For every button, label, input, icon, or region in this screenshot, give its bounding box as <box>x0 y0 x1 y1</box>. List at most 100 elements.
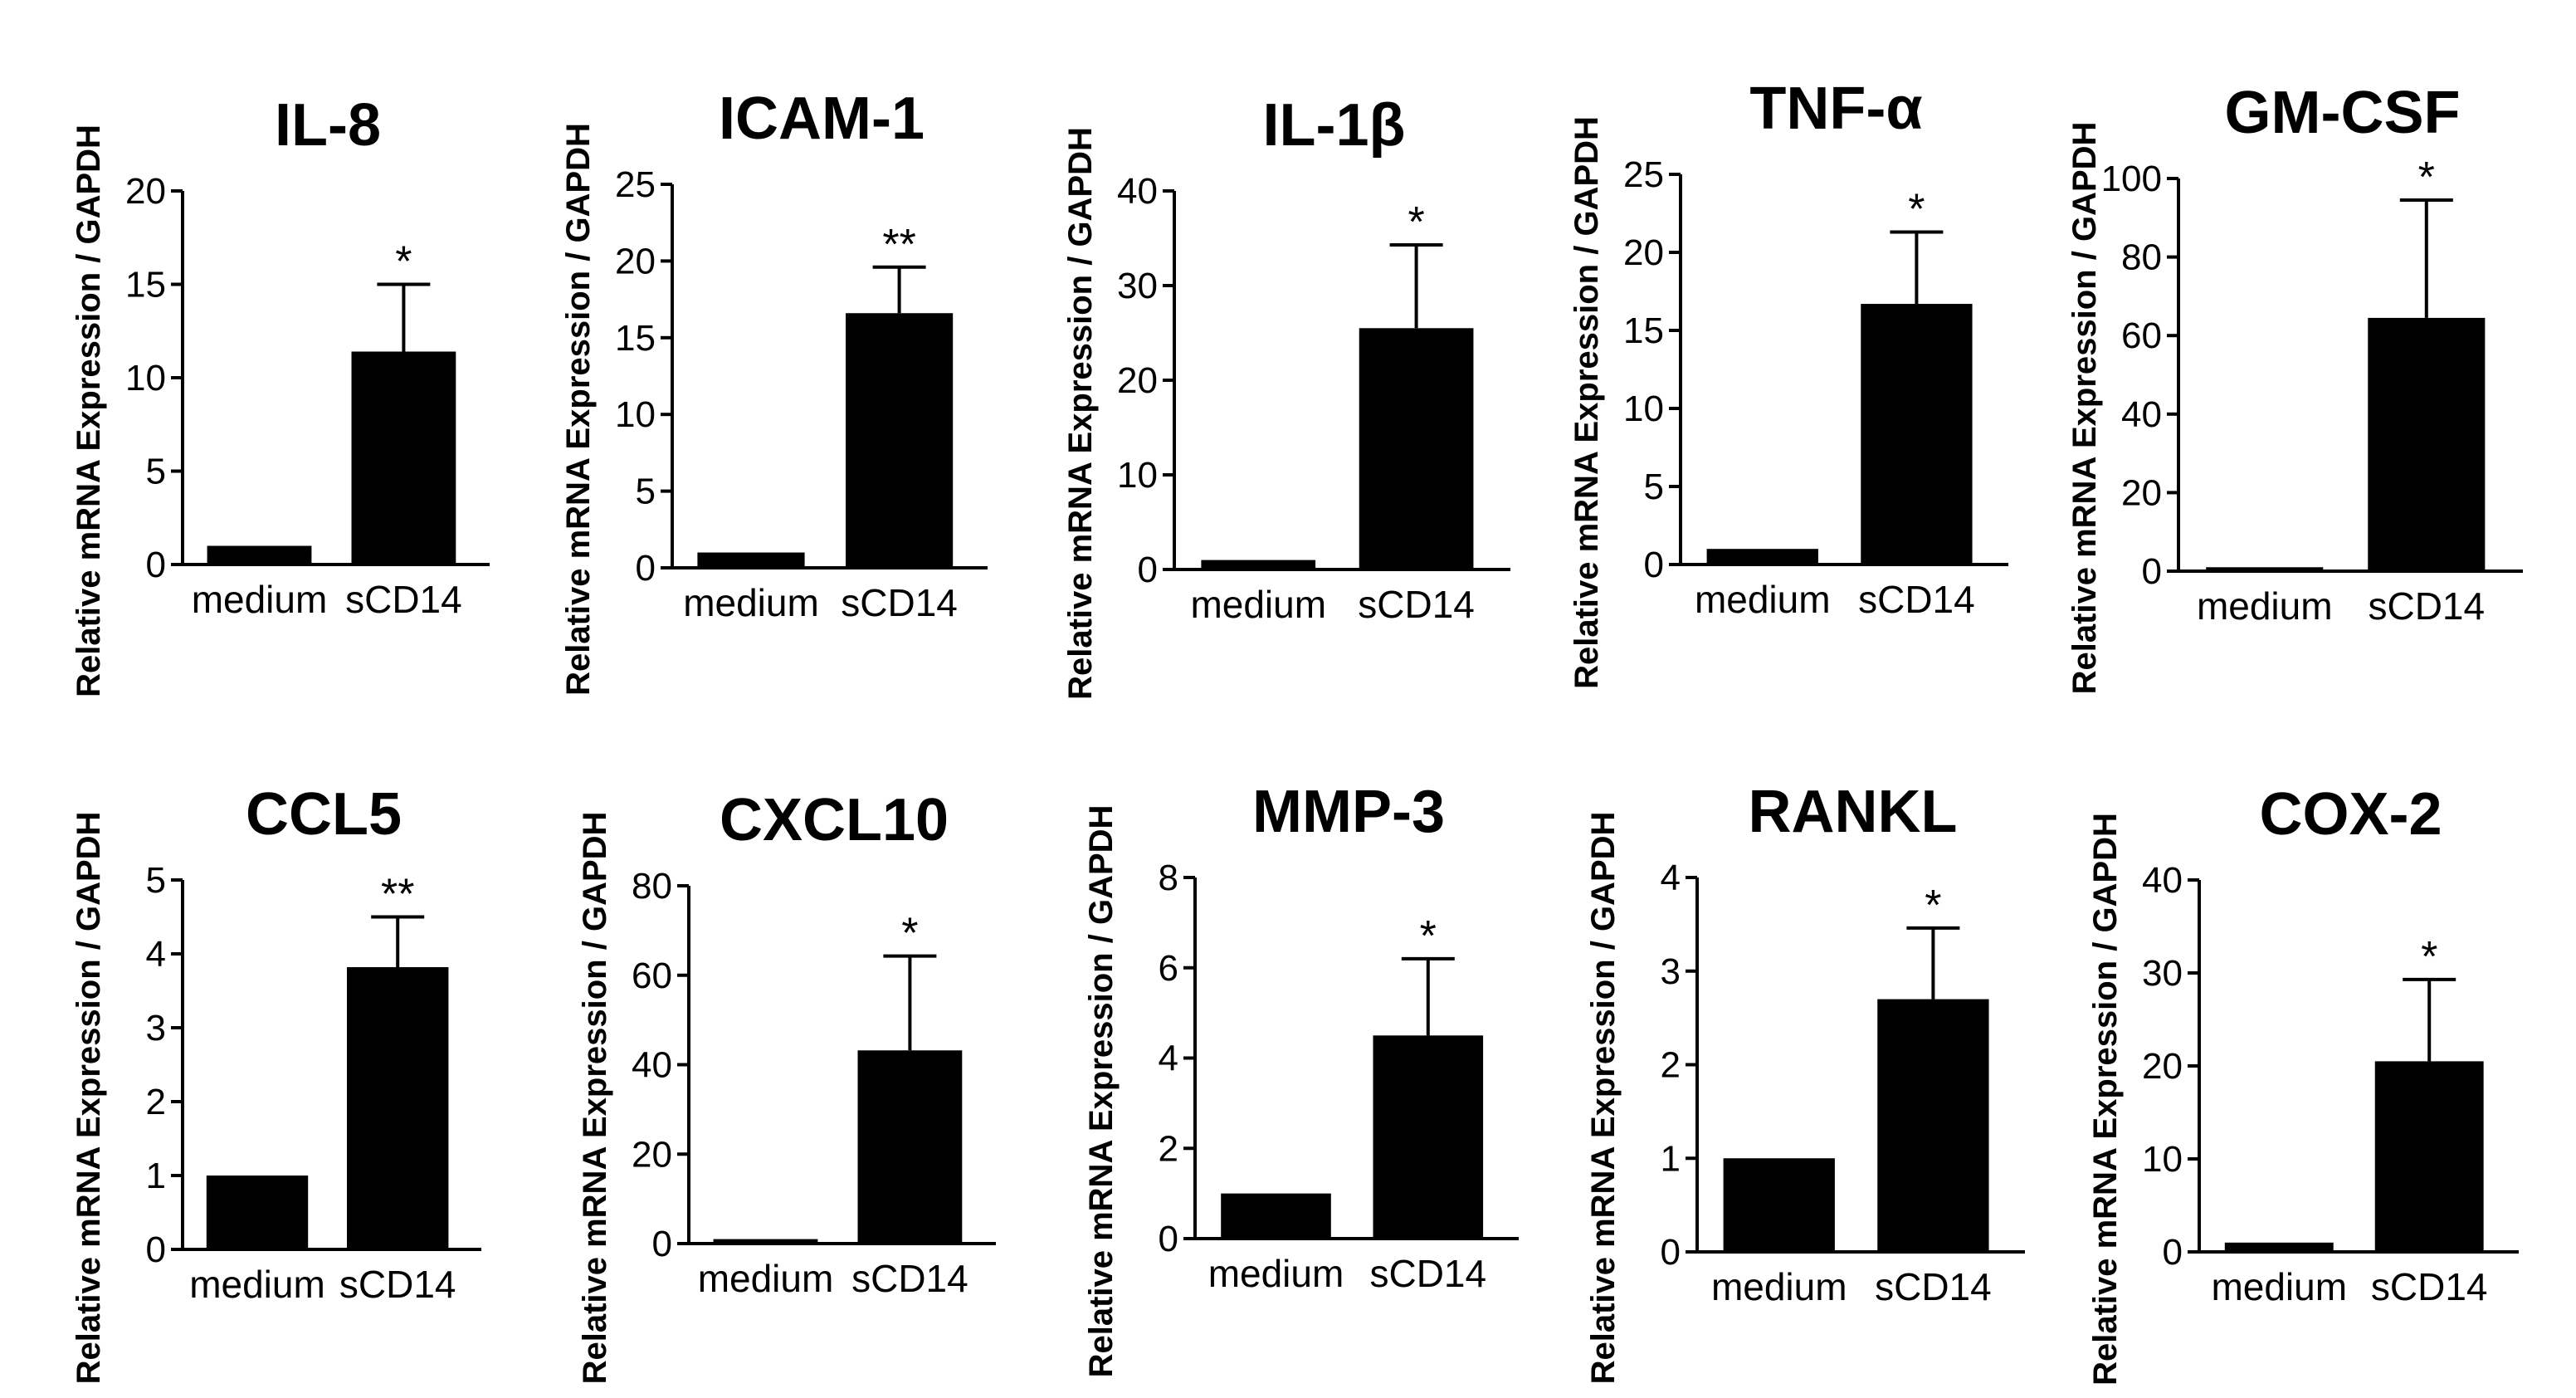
significance-marker: * <box>1908 186 1925 234</box>
y-tick-label: 0 <box>146 545 166 585</box>
y-tick-label: 10 <box>1623 389 1664 429</box>
bar-medium <box>207 545 312 565</box>
y-tick-label: 30 <box>2142 953 2183 994</box>
bar-sCD14 <box>2368 317 2486 571</box>
significance-marker: ** <box>882 221 915 269</box>
y-axis-label: Relative mRNA Expression / GAPDH <box>1569 116 1605 689</box>
y-tick-label: 10 <box>2142 1139 2183 1180</box>
y-axis-label: Relative mRNA Expression / GAPDH <box>1585 812 1622 1385</box>
y-tick-label: 20 <box>125 171 166 212</box>
y-tick-label: 0 <box>146 1229 166 1270</box>
bar-medium <box>1706 549 1818 565</box>
y-tick-label: 4 <box>1159 1039 1178 1079</box>
y-tick-label: 10 <box>615 394 656 435</box>
significance-marker: * <box>901 910 918 958</box>
y-tick-label: 20 <box>1117 360 1158 401</box>
y-axis-label: Relative mRNA Expression / GAPDH <box>1062 127 1099 700</box>
category-label: sCD14 <box>1875 1265 1992 1308</box>
y-tick-label: 4 <box>1661 858 1681 898</box>
y-tick-label: 3 <box>146 1008 166 1048</box>
y-tick-label: 30 <box>1117 266 1158 306</box>
bar-medium <box>697 552 805 568</box>
y-tick-label: 20 <box>1623 232 1664 273</box>
y-tick-label: 0 <box>1644 545 1664 585</box>
y-tick-label: 0 <box>2142 551 2162 592</box>
y-tick-label: 20 <box>632 1134 672 1175</box>
category-label: sCD14 <box>2368 584 2485 628</box>
y-tick-label: 20 <box>615 241 656 281</box>
category-label: medium <box>1208 1252 1344 1295</box>
category-label: medium <box>1711 1265 1847 1308</box>
y-tick-label: 80 <box>2121 237 2162 278</box>
chart-title: RANKL <box>1749 779 1958 845</box>
bar-sCD14 <box>1373 1035 1484 1239</box>
y-tick-label: 80 <box>632 866 672 907</box>
y-tick-label: 8 <box>1159 858 1178 898</box>
category-label: sCD14 <box>2371 1265 2488 1308</box>
bar-sCD14 <box>1877 999 1989 1252</box>
significance-marker: * <box>1925 882 1941 930</box>
bar-medium <box>2206 567 2324 571</box>
y-tick-label: 3 <box>1661 951 1681 992</box>
category-label: medium <box>698 1257 834 1300</box>
significance-marker: * <box>2418 154 2435 202</box>
y-tick-label: 0 <box>1138 550 1158 590</box>
y-axis-label: Relative mRNA Expression / GAPDH <box>71 812 107 1385</box>
chart-title: IL-1β <box>1263 92 1406 159</box>
y-tick-label: 1 <box>1661 1138 1681 1179</box>
bar-sCD14 <box>2374 1061 2484 1252</box>
bar-medium <box>2224 1242 2334 1252</box>
category-label: sCD14 <box>1369 1252 1486 1295</box>
y-tick-label: 6 <box>1159 948 1178 989</box>
category-label: sCD14 <box>339 1263 456 1306</box>
y-tick-label: 1 <box>146 1156 166 1196</box>
y-tick-label: 4 <box>146 934 166 975</box>
bar-sCD14 <box>857 1050 963 1244</box>
chart-title: TNF-α <box>1749 76 1922 142</box>
bar-sCD14 <box>347 967 449 1249</box>
y-tick-label: 40 <box>1117 171 1158 212</box>
significance-marker: ** <box>381 871 414 919</box>
y-tick-label: 5 <box>146 452 166 492</box>
y-tick-label: 2 <box>146 1082 166 1122</box>
significance-marker: * <box>1420 912 1437 961</box>
chart-title: MMP-3 <box>1252 779 1445 845</box>
bar-sCD14 <box>1861 304 1973 565</box>
y-tick-label: 0 <box>636 548 656 589</box>
chart-title: ICAM-1 <box>719 86 925 152</box>
y-tick-label: 25 <box>615 164 656 205</box>
chart-title: COX-2 <box>2259 781 2442 848</box>
bar-medium <box>206 1176 309 1249</box>
y-axis-label: Relative mRNA Expression / GAPDH <box>560 123 597 696</box>
y-tick-label: 2 <box>1159 1128 1178 1169</box>
category-label: sCD14 <box>1358 583 1475 626</box>
significance-marker: * <box>1408 198 1424 247</box>
significance-marker: * <box>395 238 412 286</box>
y-tick-label: 5 <box>636 472 656 512</box>
y-tick-label: 5 <box>146 860 166 901</box>
category-label: sCD14 <box>1858 578 1975 621</box>
y-tick-label: 0 <box>652 1224 672 1264</box>
y-tick-label: 100 <box>2101 159 2162 199</box>
y-tick-label: 40 <box>2121 394 2162 435</box>
category-label: medium <box>2211 1265 2347 1308</box>
bar-medium <box>713 1239 818 1244</box>
y-tick-label: 20 <box>2121 472 2162 513</box>
y-tick-label: 40 <box>632 1045 672 1086</box>
y-tick-label: 0 <box>1159 1219 1178 1259</box>
y-tick-label: 0 <box>2163 1232 2183 1273</box>
chart-title: IL-8 <box>275 92 381 159</box>
chart-title: CXCL10 <box>720 787 949 853</box>
category-label: medium <box>683 581 819 624</box>
bar-medium <box>1221 1193 1331 1239</box>
y-tick-label: 0 <box>1661 1232 1681 1273</box>
chart-title: GM-CSF <box>2225 80 2461 146</box>
y-axis-label: Relative mRNA Expression / GAPDH <box>2087 813 2124 1386</box>
y-tick-label: 60 <box>2121 315 2162 356</box>
y-axis-label: Relative mRNA Expression / GAPDH <box>71 125 107 697</box>
y-tick-label: 5 <box>1644 467 1664 507</box>
y-tick-label: 15 <box>615 318 656 359</box>
y-axis-label: Relative mRNA Expression / GAPDH <box>2066 122 2103 695</box>
category-label: sCD14 <box>345 578 462 621</box>
